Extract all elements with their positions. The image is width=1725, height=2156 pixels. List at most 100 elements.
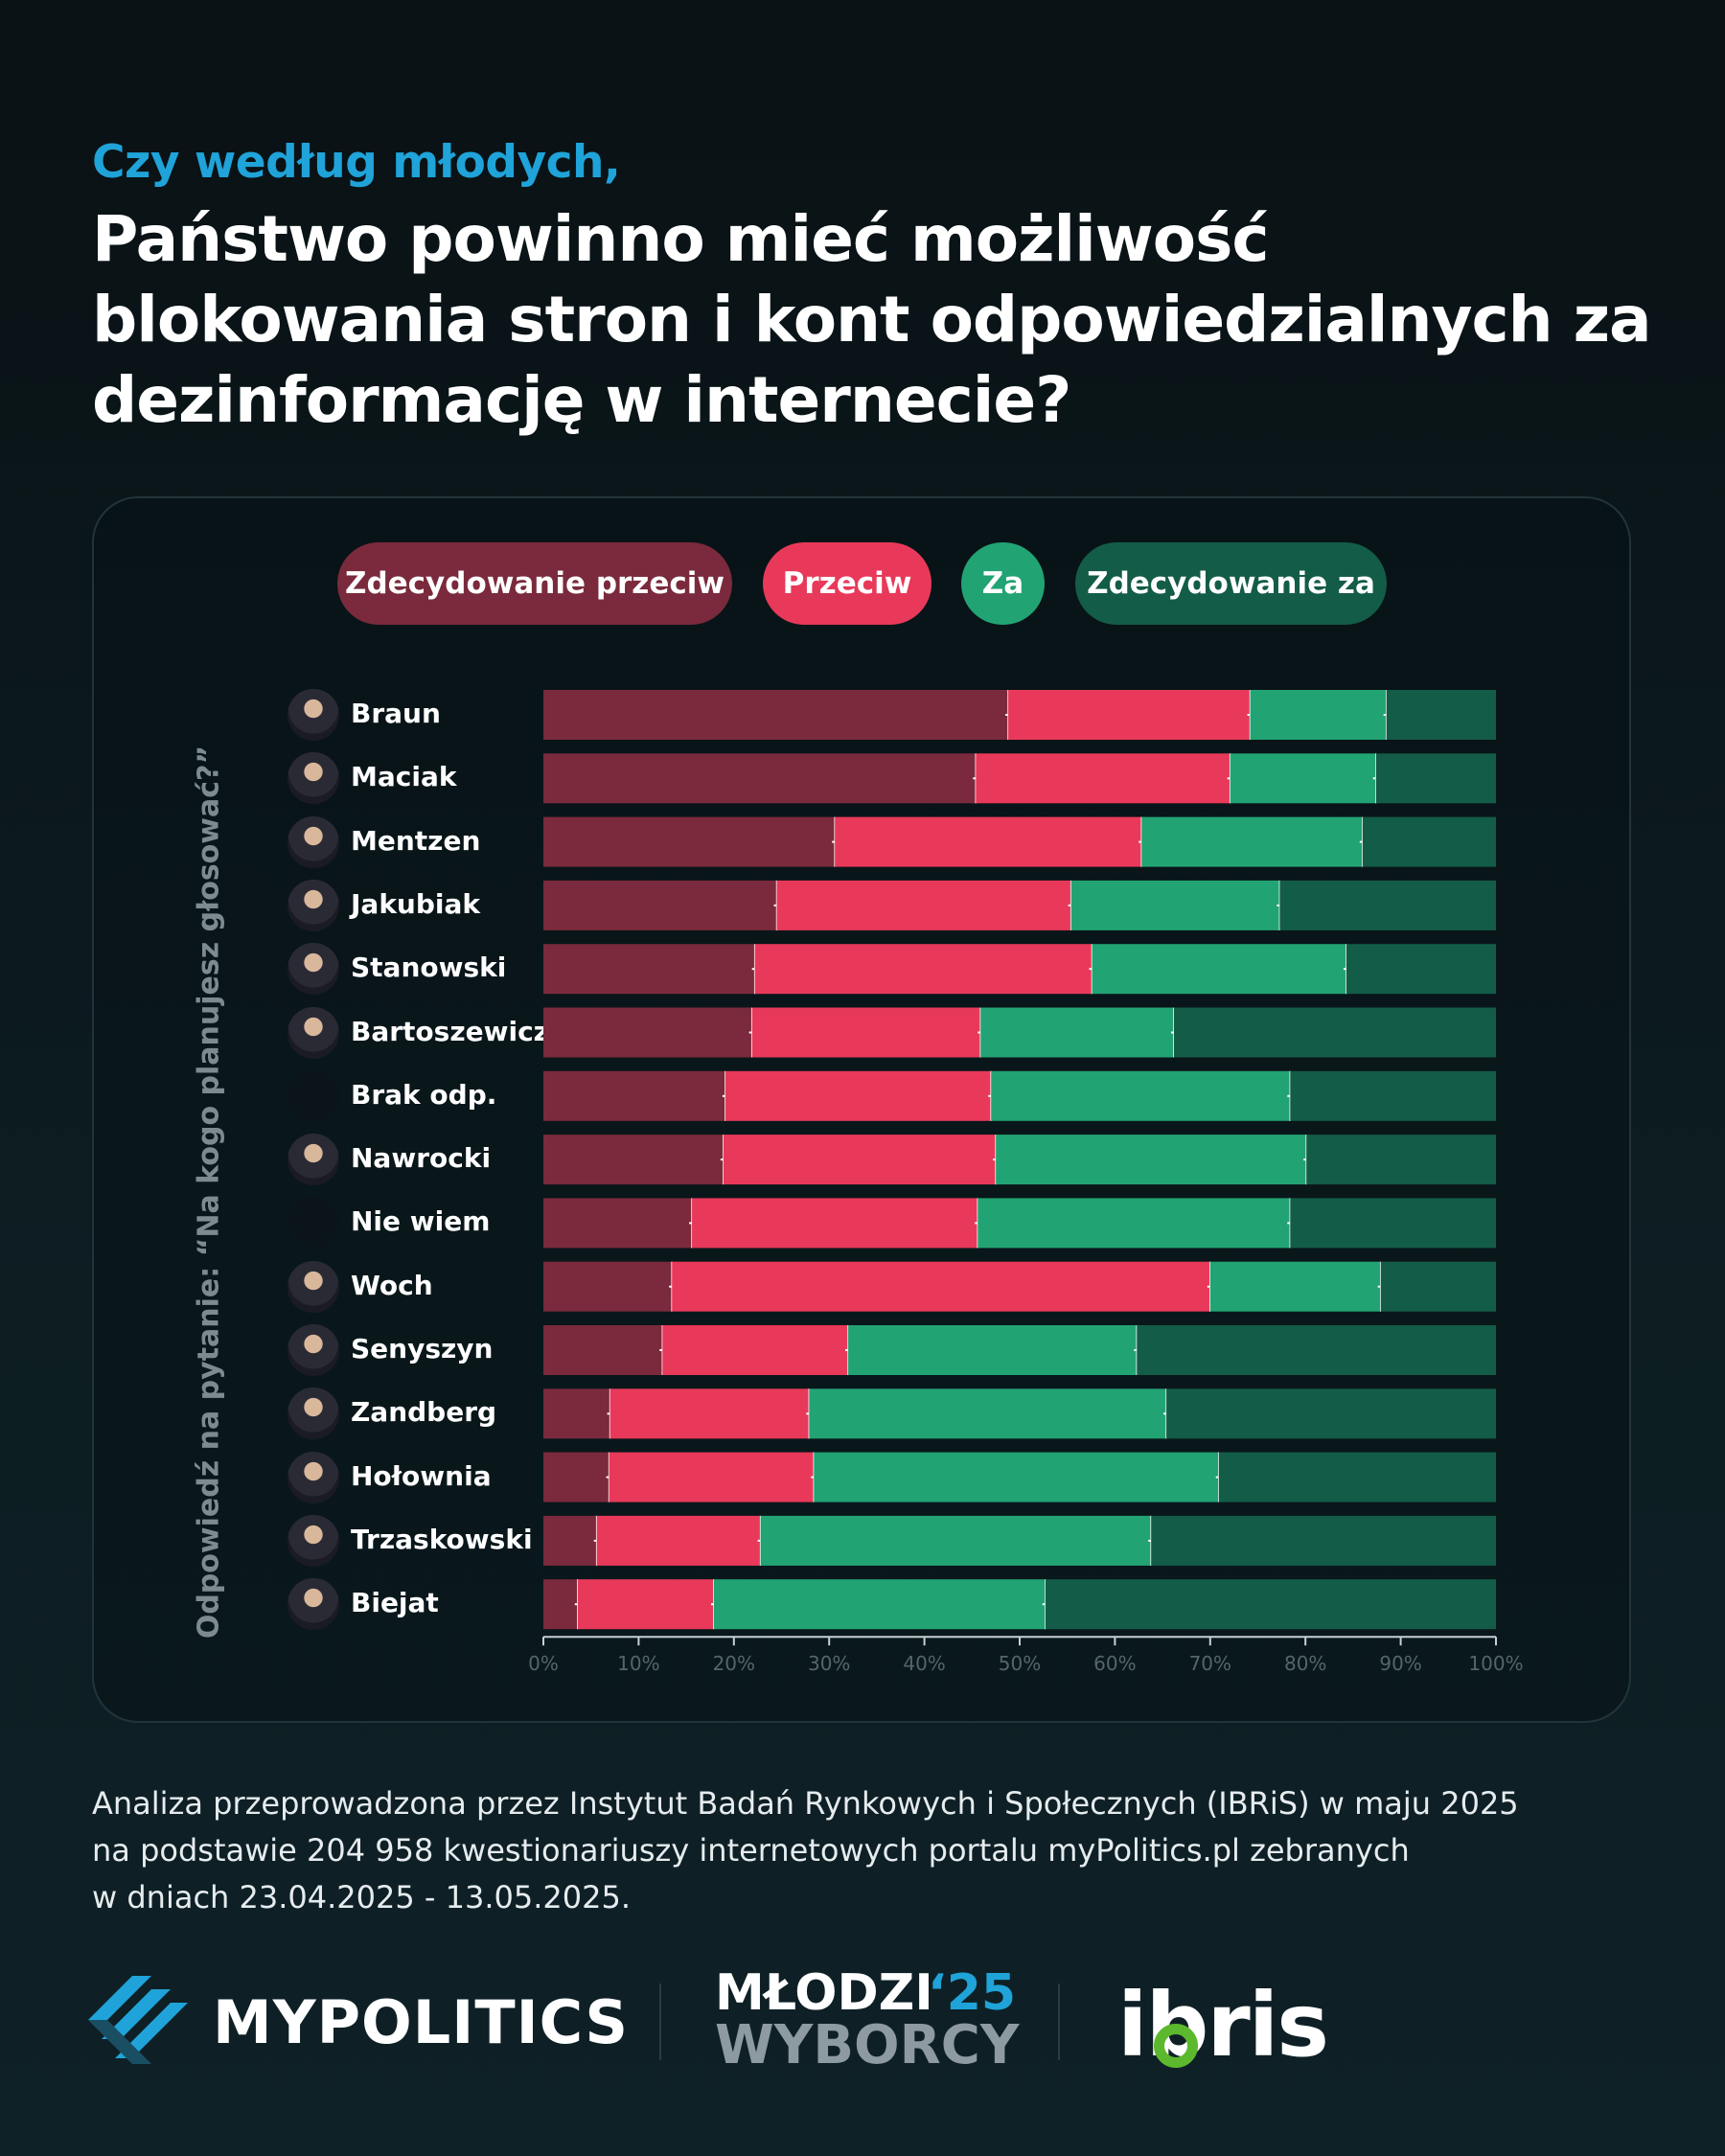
- bar-segment: [543, 690, 1009, 740]
- bar-segment: [577, 1579, 714, 1630]
- bar-segment: [754, 944, 1092, 995]
- bar-segment: [978, 1198, 1291, 1249]
- bar-segment: [1230, 753, 1376, 804]
- avatar-jakubiak: [288, 879, 339, 931]
- bar-segment: [1290, 1070, 1496, 1121]
- bar-segment: [996, 1135, 1307, 1185]
- bar-segment: [609, 1452, 815, 1502]
- bar-segment: [1386, 690, 1496, 740]
- ibris-logo: ibris: [1117, 1974, 1329, 2079]
- avatar-maciak: [288, 752, 339, 805]
- bar-segment: [610, 1388, 810, 1439]
- bar-segment: [543, 944, 755, 995]
- mlodzi-logo-line1: MŁODZI: [715, 1964, 933, 2022]
- legend-item-za: Za: [961, 542, 1045, 625]
- avatar-zandberg: [288, 1388, 339, 1440]
- category-label: Zandberg: [351, 1396, 497, 1429]
- bar-segment: [1008, 690, 1251, 740]
- legend-item-zdecydowanie-przeciw: Zdecydowanie przeciw: [337, 542, 732, 625]
- avatar-woch: [288, 1260, 339, 1313]
- x-tick-label: 0%: [528, 1652, 559, 1675]
- ibris-logo-text: ibris: [1117, 1974, 1329, 2076]
- avatar-stanowski: [288, 943, 339, 996]
- bar-segment: [596, 1515, 761, 1566]
- source-line-1: Analiza przeprowadzona przez Instytut Ba…: [92, 1785, 1519, 1822]
- subtitle: Czy według młodych,: [92, 136, 621, 189]
- bar-segment: [543, 816, 836, 867]
- mlodzi-logo-year: ‘25: [928, 1964, 1017, 2022]
- bar-segment: [1092, 944, 1346, 995]
- x-tick-label: 100%: [1468, 1652, 1523, 1675]
- category-label: Woch: [351, 1269, 433, 1301]
- bar-segment: [776, 880, 1071, 930]
- bar-segment: [543, 1579, 578, 1630]
- bar-segment: [1306, 1135, 1496, 1185]
- bar-segment: [1290, 1198, 1496, 1249]
- bar-segment: [980, 1007, 1175, 1058]
- x-tick-label: 10%: [617, 1652, 659, 1675]
- category-label: Biejat: [351, 1587, 439, 1619]
- footer-logos: MYPOLITICS MŁODZI ‘25 WYBORCY ibris: [0, 1955, 1725, 2099]
- bar-segment: [1070, 880, 1280, 930]
- bar-segment: [809, 1388, 1167, 1439]
- bar-segment: [1151, 1515, 1496, 1566]
- mlodzi-logo-line2: WYBORCY: [715, 2014, 1020, 2076]
- bar-segment: [543, 1452, 610, 1502]
- category-label: Hołownia: [351, 1459, 492, 1492]
- bar-segment: [1375, 753, 1496, 804]
- bar-segment: [543, 1198, 693, 1249]
- bar-segment: [991, 1070, 1291, 1121]
- bar-segment: [760, 1515, 1152, 1566]
- bar-segment: [543, 1007, 752, 1058]
- bar-segment: [543, 753, 977, 804]
- bar-segment: [1045, 1579, 1496, 1630]
- bar-segment: [1209, 1261, 1381, 1312]
- bar-segment: [1141, 816, 1363, 867]
- bar-segment: [723, 1135, 997, 1185]
- bar-segment: [543, 1325, 663, 1375]
- source-line-2: na podstawie 204 958 kwestionariuszy int…: [92, 1832, 1410, 1869]
- avatar-nie-wiem: [288, 1197, 339, 1250]
- bar-segment: [1362, 816, 1496, 867]
- category-label: Mentzen: [351, 824, 481, 857]
- legend-item-zdecydowanie-za: Zdecydowanie za: [1075, 542, 1387, 625]
- bar-segment: [543, 1261, 673, 1312]
- bar-segment: [662, 1325, 849, 1375]
- bar-segment: [543, 1135, 724, 1185]
- avatar-bartoszewicz: [288, 1006, 339, 1059]
- bar-segment: [1166, 1388, 1496, 1439]
- bar-segment: [724, 1070, 992, 1121]
- x-tick-label: 80%: [1284, 1652, 1326, 1675]
- avatar-senyszyn: [288, 1324, 339, 1376]
- category-label: Maciak: [351, 761, 457, 793]
- bar-segment: [835, 816, 1142, 867]
- logo-divider: [1058, 1984, 1060, 2060]
- x-tick-label: 20%: [713, 1652, 755, 1675]
- category-label: Nawrocki: [351, 1142, 492, 1175]
- x-tick-label: 90%: [1379, 1652, 1421, 1675]
- bar-segment: [543, 1388, 610, 1439]
- bar-segment: [1218, 1452, 1496, 1502]
- bar-segment: [1279, 880, 1496, 930]
- category-label: Braun: [351, 698, 441, 729]
- x-tick-label: 30%: [808, 1652, 850, 1675]
- ibris-logo-ring-icon: [1154, 2024, 1198, 2068]
- avatar-hołownia: [288, 1451, 339, 1503]
- bar-segment: [976, 753, 1230, 804]
- bar-segment: [672, 1261, 1210, 1312]
- bar-segment: [1250, 690, 1387, 740]
- bar-segment: [814, 1452, 1219, 1502]
- bar-segment: [1174, 1007, 1496, 1058]
- x-tick-label: 60%: [1093, 1652, 1136, 1675]
- mypolitics-logo-text: MYPOLITICS: [213, 1987, 629, 2057]
- bar-segment: [1137, 1325, 1496, 1375]
- category-label: Stanowski: [351, 952, 507, 984]
- category-label: Bartoszewicz: [351, 1015, 549, 1047]
- bar-segment: [692, 1198, 978, 1249]
- legend-item-przeciw: Przeciw: [763, 542, 932, 625]
- bar-segment: [713, 1579, 1046, 1630]
- bar-segment: [751, 1007, 981, 1058]
- bar-segment: [1380, 1261, 1496, 1312]
- avatar-nawrocki: [288, 1134, 339, 1186]
